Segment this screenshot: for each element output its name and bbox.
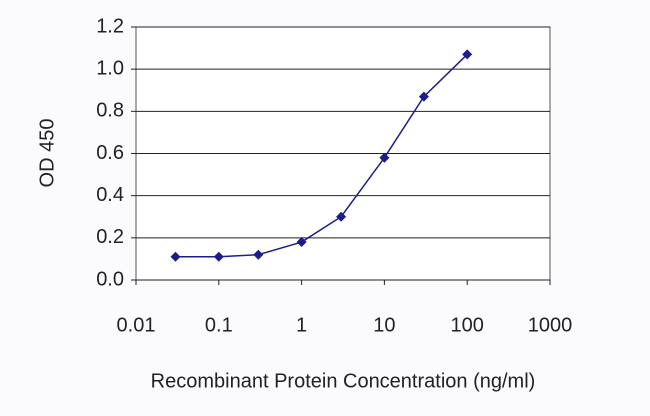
data-point <box>253 249 264 260</box>
data-point <box>170 251 181 262</box>
x-tick-label: 1 <box>296 314 307 336</box>
series-line <box>175 53 468 258</box>
y-axis-label: OD 450 <box>36 119 58 188</box>
x-tick-label: 100 <box>451 314 484 336</box>
x-tick-label: 0.1 <box>205 314 233 336</box>
y-tick-label: 0.8 <box>96 100 124 122</box>
x-axis-label: Recombinant Protein Concentration (ng/ml… <box>151 370 536 392</box>
y-tick-label: 1.2 <box>96 15 124 37</box>
y-tick-label: 0.4 <box>96 184 124 206</box>
data-point <box>462 49 473 60</box>
data-point <box>418 91 429 102</box>
y-tick-label: 1.0 <box>96 57 124 79</box>
data-point <box>296 237 307 248</box>
y-tick-label: 0.2 <box>96 226 124 248</box>
y-tick-label: 0.0 <box>96 268 124 290</box>
data-point <box>213 251 224 262</box>
data-point <box>379 152 390 163</box>
x-tick-label: 1000 <box>528 314 573 336</box>
y-tick-label: 0.6 <box>96 142 124 164</box>
data-point <box>336 211 347 222</box>
x-tick-label: 0.01 <box>117 314 156 336</box>
x-tick-label: 10 <box>373 314 395 336</box>
